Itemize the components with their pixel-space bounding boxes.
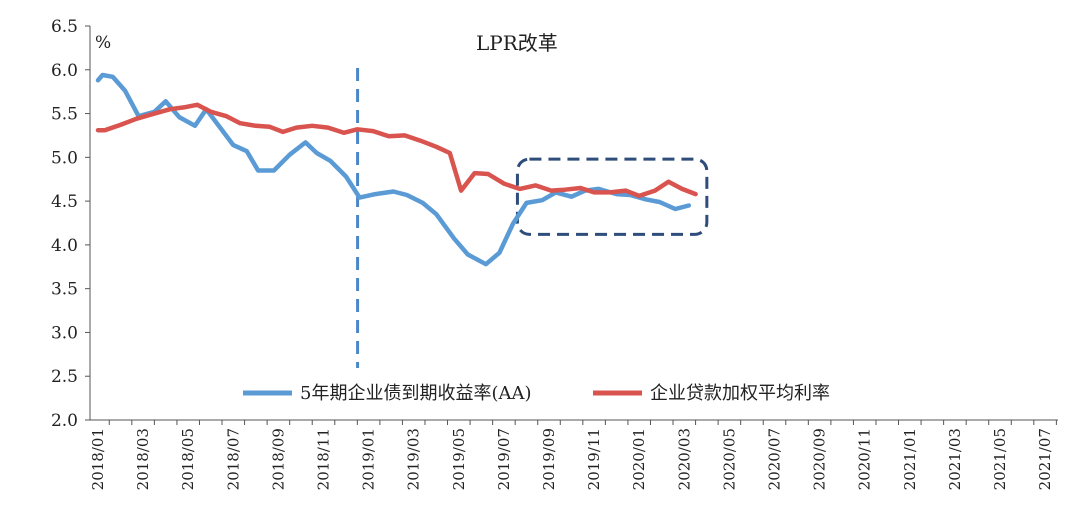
series-layer — [95, 72, 698, 267]
x-tick-label: 2019/07 — [495, 428, 513, 490]
y-tick-label: 5.0 — [51, 148, 78, 168]
x-tick-label: 2019/01 — [360, 428, 378, 490]
y-tick-label: 4.0 — [51, 236, 78, 256]
y-tick-label: 2.0 — [51, 411, 78, 431]
x-tick-label: 2020/07 — [766, 428, 784, 490]
y-tick-label: 5.5 — [51, 105, 78, 125]
x-tick-label: 2020/03 — [675, 428, 693, 490]
x-tick-label: 2018/03 — [134, 428, 152, 490]
x-tick-label: 2019/05 — [450, 428, 468, 490]
x-tick-label: 2020/11 — [856, 428, 874, 490]
x-axis: 2018/01 2018/03 2018/05 2018/07 2018/09 2018/… — [89, 419, 1058, 490]
x-tick-label: 2018/07 — [224, 428, 242, 490]
x-tick-label: 2019/09 — [540, 428, 558, 490]
lpr-reform-label: LPR改革 — [476, 31, 558, 55]
y-tick-label: 3.5 — [51, 280, 78, 300]
x-tick-label: 2020/05 — [720, 428, 738, 490]
x-tick-label: 2018/09 — [269, 428, 287, 490]
x-tick-label: 2018/11 — [315, 428, 333, 490]
y-tick-label: 6.0 — [51, 61, 78, 81]
highlight-box — [515, 157, 709, 236]
x-tick-label: 2021/07 — [1036, 428, 1054, 490]
x-tick-label: 2021/05 — [991, 428, 1009, 490]
legend: 5年期企业债到期收益率(AA) 企业贷款加权平均利率 — [243, 383, 830, 404]
x-tick-label: 2019/03 — [405, 428, 423, 490]
series-line-loan-rate — [95, 102, 698, 199]
x-tick-label: 2018/01 — [89, 428, 107, 490]
x-tick-label: 2018/05 — [179, 428, 197, 490]
y-tick-label: 3.0 — [51, 323, 78, 343]
y-axis: 6.5 6.0 5.5 5.0 4.5 4.0 3.5 3.0 2.5 2.0 — [51, 17, 91, 431]
x-tick-label: 2021/01 — [901, 428, 919, 490]
x-tick-label: 2020/09 — [811, 428, 829, 490]
y-tick-label: 2.5 — [51, 367, 78, 387]
x-tick-label: 2021/03 — [946, 428, 964, 490]
y-tick-label: 4.5 — [51, 192, 78, 212]
y-tick-label: 6.5 — [51, 17, 78, 37]
legend-label-yield: 5年期企业债到期收益率(AA) — [300, 383, 532, 404]
x-tick-label: 2020/01 — [630, 428, 648, 490]
highlight-dashed-box — [515, 157, 709, 236]
x-tick-label: 2019/11 — [585, 428, 603, 490]
legend-label-loan-rate: 企业贷款加权平均利率 — [650, 383, 830, 404]
y-unit-label: % — [95, 33, 111, 53]
